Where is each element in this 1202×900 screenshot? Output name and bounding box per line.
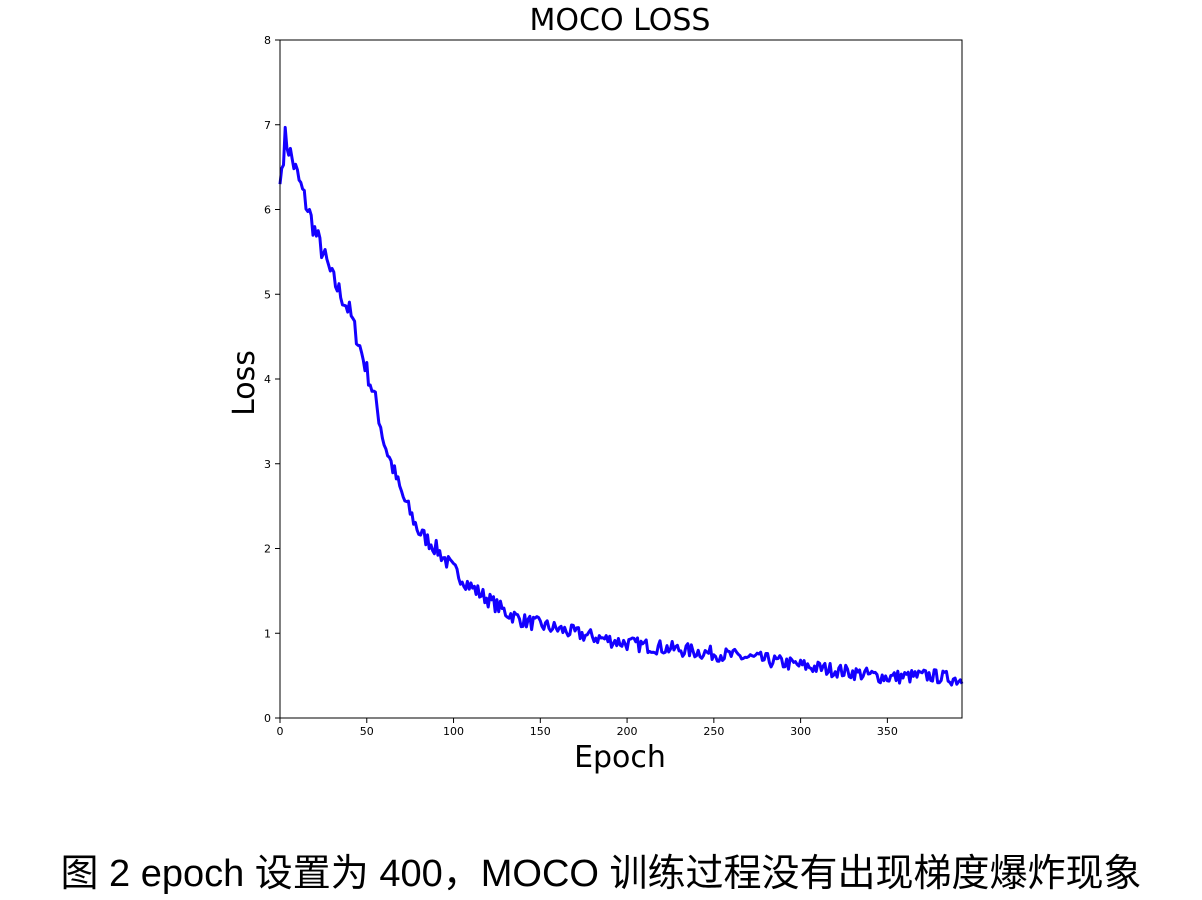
y-tick-label: 8: [264, 34, 271, 47]
y-tick-label: 6: [264, 204, 271, 217]
x-tick-label: 300: [790, 725, 811, 738]
chart-title: MOCO LOSS: [530, 3, 711, 38]
plot-frame: [279, 39, 963, 719]
x-tick-label: 350: [877, 725, 898, 738]
x-axis-label: Epoch: [574, 740, 666, 775]
x-tick-label: 200: [617, 725, 638, 738]
figure-caption: 图 2 epoch 设置为 400，MOCO 训练过程没有出现梯度爆炸现象: [60, 853, 1142, 895]
x-tick-label: 100: [443, 725, 464, 738]
plot-area: 0 1 2 3 4 5 6 7 8 0 50 100 150 200 250 300 350: [264, 34, 964, 738]
y-tick-label: 5: [264, 288, 271, 301]
y-tick-label: 3: [264, 458, 271, 471]
y-tick-label: 4: [264, 373, 271, 386]
loss-chart: MOCO LOSS Loss Epoch 0 1 2 3 4 5 6 7 8 0 50 100 150 2…: [227, 3, 964, 775]
x-tick-label: 50: [360, 725, 374, 738]
x-tick-label: 150: [530, 725, 551, 738]
y-tick-label: 2: [264, 543, 271, 556]
y-tick-label: 0: [264, 712, 271, 725]
y-tick-label: 7: [264, 119, 271, 132]
x-tick-label: 0: [277, 725, 284, 738]
x-tick-label: 250: [703, 725, 724, 738]
series-line-1: [278, 125, 964, 687]
y-axis-label: Loss: [227, 350, 262, 416]
y-tick-label: 1: [264, 627, 271, 640]
